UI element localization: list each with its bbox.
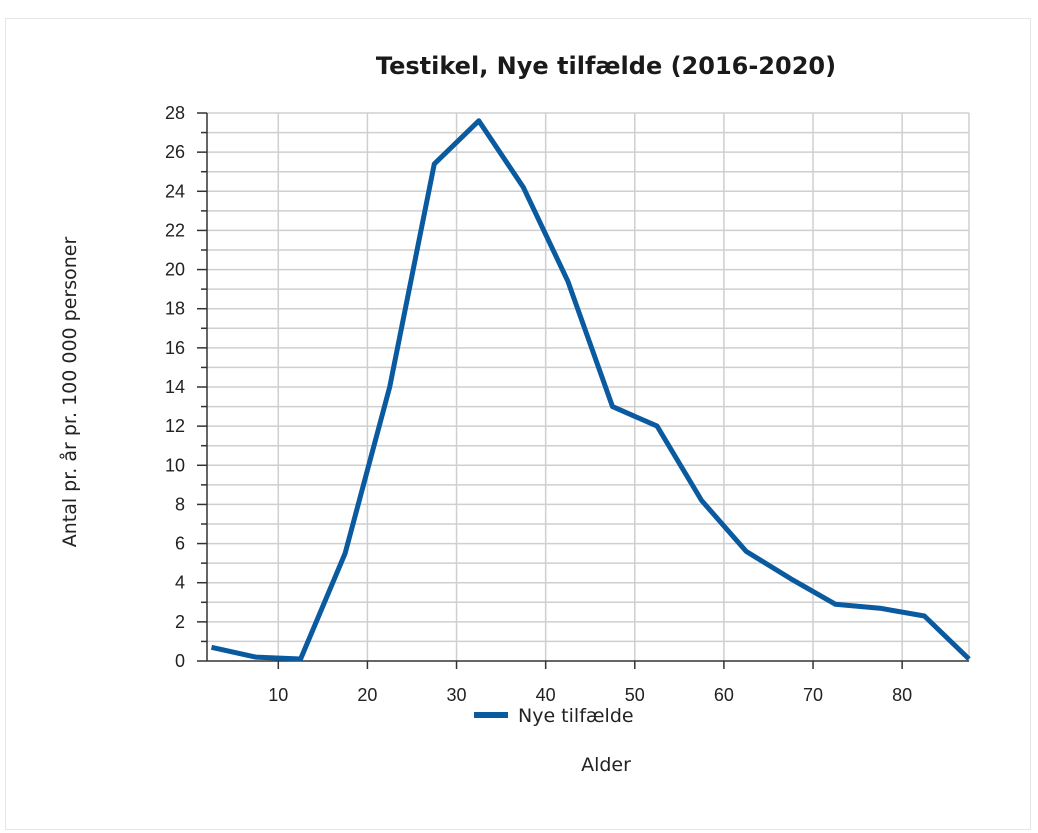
y-tick-label: 22	[165, 220, 185, 240]
y-tick-label: 10	[165, 455, 185, 475]
x-tick-label: 40	[536, 685, 556, 705]
legend-label: Nye tilfælde	[518, 705, 634, 727]
y-axis-label: Antal pr. år pr. 100 000 personer	[58, 237, 81, 548]
x-tick-label: 10	[268, 685, 288, 705]
x-tick-label: 80	[892, 685, 912, 705]
y-tick-label: 0	[175, 651, 185, 671]
y-tick-label: 8	[175, 494, 185, 514]
y-tick-label: 14	[165, 377, 185, 397]
y-tick-label: 20	[165, 260, 185, 280]
y-tick-label: 2	[175, 612, 185, 632]
y-tick-label: 6	[175, 534, 185, 554]
x-tick-label: 30	[447, 685, 467, 705]
x-tick-label: 70	[803, 685, 823, 705]
x-axis-label: Alder	[581, 754, 631, 776]
y-tick-label: 16	[165, 338, 185, 358]
chart-title: Testikel, Nye tilfælde (2016-2020)	[376, 52, 836, 80]
series-layer	[210, 118, 971, 662]
series-line	[210, 118, 971, 662]
grid	[207, 112, 970, 661]
y-tick-label: 28	[165, 103, 185, 123]
line-chart: Testikel, Nye tilfælde (2016-2020) 02468…	[58, 52, 971, 776]
legend[interactable]: Nye tilfælde	[474, 705, 634, 727]
y-tick-label: 12	[165, 416, 185, 436]
x-tick-label: 60	[714, 685, 734, 705]
y-tick-label: 4	[175, 573, 185, 593]
y-tick-label: 18	[165, 299, 185, 319]
y-tick-label: 26	[165, 142, 185, 162]
x-tick-label: 50	[625, 685, 645, 705]
y-tick-label: 24	[165, 181, 185, 201]
x-tick-label: 20	[357, 685, 377, 705]
